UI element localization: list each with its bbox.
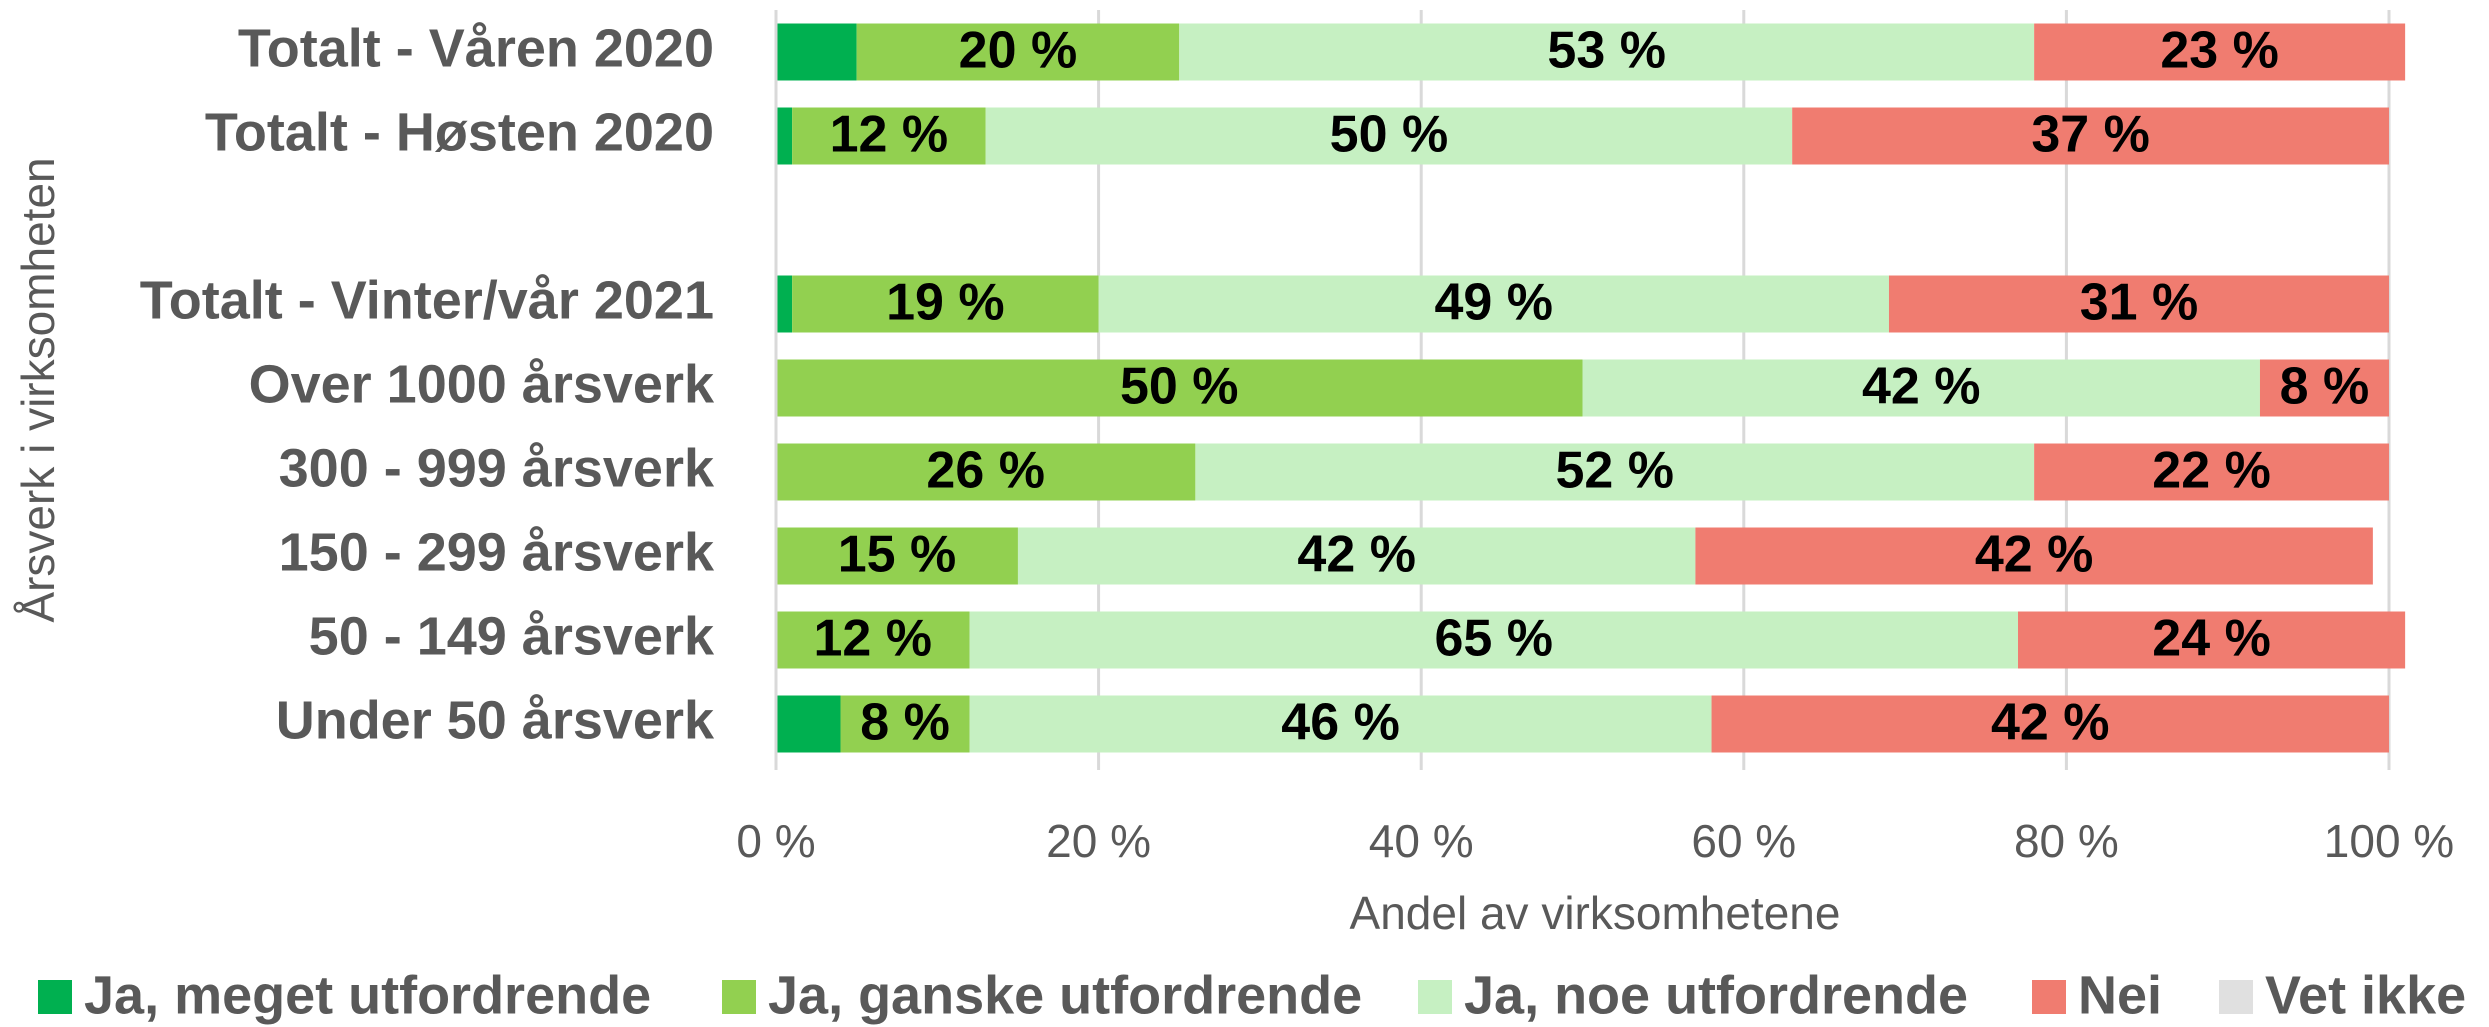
y-tick-label: Totalt - Våren 2020 [238,18,714,78]
data-label: 15 % [838,526,957,584]
bar-segment [2018,611,2406,669]
data-label: 37 % [2031,106,2150,164]
y-tick-label: Over 1000 årsverk [249,354,715,414]
bar-segment [1098,275,1889,333]
legend-swatch [722,980,756,1014]
bar-segment [776,695,841,753]
bar-segment [1888,275,2389,333]
data-label: 8 % [2280,358,2370,416]
bar-segment [776,275,793,333]
x-tick-label: 0 % [736,815,815,867]
bar-segment [1582,359,2260,417]
y-tick-label: 300 - 999 årsverk [279,438,715,498]
data-label: 8 % [860,694,950,752]
bar-segment [1195,443,2035,501]
legend-label: Vet ikke [2265,965,2466,1025]
data-label: 12 % [814,610,933,668]
x-tick-label: 80 % [2014,815,2119,867]
bar-segment [985,107,1793,165]
bar-segment [776,443,1196,501]
data-label: 65 % [1435,610,1554,668]
data-label: 22 % [2152,442,2271,500]
data-label: 31 % [2080,274,2199,332]
legend-swatch [38,980,72,1014]
bar-segment [1792,107,2389,165]
bar-segment [1179,23,2035,81]
data-label: 53 % [1547,22,1666,80]
y-tick-label: Under 50 årsverk [276,690,715,750]
data-label: 42 % [1991,694,2110,752]
data-label: 19 % [886,274,1005,332]
bar-segment [776,527,1018,585]
legend-label: Nei [2078,965,2162,1025]
data-label: 24 % [2152,610,2271,668]
x-tick-label: 40 % [1369,815,1474,867]
bar-segment [792,107,986,165]
data-label: 26 % [926,442,1045,500]
legend-label: Ja, meget utfordrende [84,965,651,1025]
legend-swatch [2032,980,2066,1014]
bar-segment [1017,527,1696,585]
x-axis-label: Andel av virksomhetene [1350,887,1841,939]
legend-label: Ja, ganske utfordrende [768,965,1362,1025]
bar-segment [1695,527,2373,585]
bar-segment [776,107,793,165]
bar-segment [2259,359,2389,417]
data-label: 20 % [959,22,1078,80]
data-label: 12 % [830,106,949,164]
data-label: 46 % [1281,694,1400,752]
data-label: 42 % [1297,526,1416,584]
bar-segment [969,611,2019,669]
y-tick-label: Totalt - Høsten 2020 [205,102,714,162]
y-axis-label: Årsverk i virksomheten [12,157,64,622]
bar-segment [856,23,1180,81]
bar-segment [792,275,1099,333]
data-label: 42 % [1862,358,1981,416]
x-tick-label: 60 % [1691,815,1796,867]
x-tick-label: 100 % [2324,815,2454,867]
data-label: 52 % [1555,442,1674,500]
legend-swatch [2219,980,2253,1014]
y-tick-label: 50 - 149 årsverk [309,606,715,666]
bar-segment [776,23,857,81]
bar-segment [2034,23,2406,81]
bar-segment [2034,443,2389,501]
bar-segment [776,359,1583,417]
data-label: 42 % [1975,526,2094,584]
x-tick-label: 20 % [1046,815,1151,867]
bar-segment [1711,695,2389,753]
data-label: 50 % [1330,106,1449,164]
legend-label: Ja, noe utfordrende [1464,965,1968,1025]
bar-segment [776,611,970,669]
bar-segment [840,695,970,753]
y-tick-label: Totalt - Vinter/vår 2021 [140,270,714,330]
data-label: 49 % [1435,274,1554,332]
data-label: 23 % [2160,22,2279,80]
y-tick-label: 150 - 299 årsverk [279,522,715,582]
bar-segment [969,695,1712,753]
data-label: 50 % [1120,358,1239,416]
legend-swatch [1418,980,1452,1014]
